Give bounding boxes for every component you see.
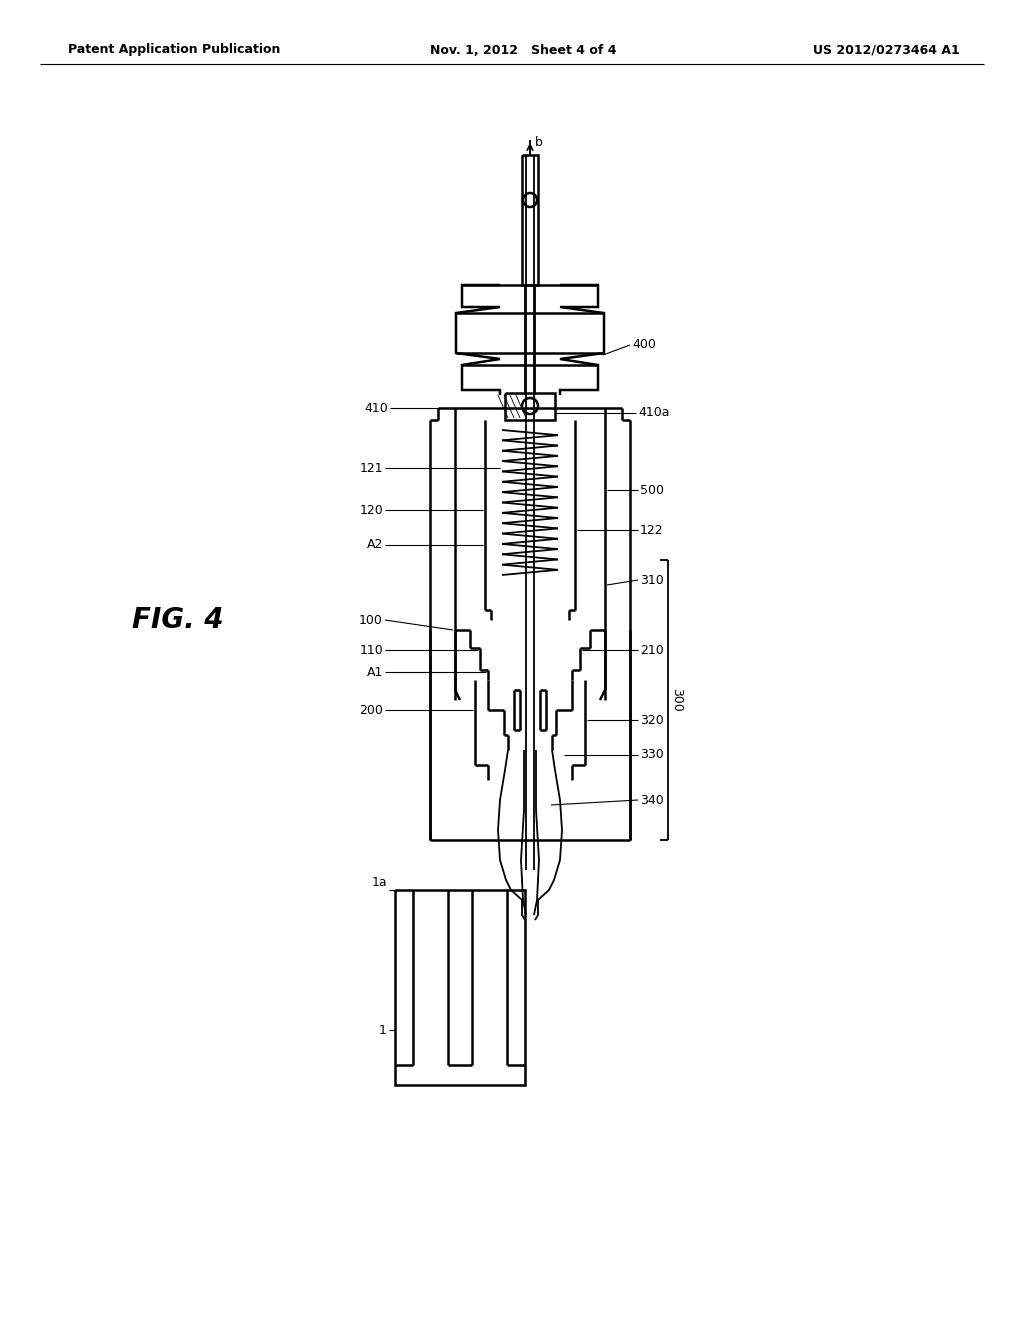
Text: A1: A1 (367, 665, 383, 678)
Text: Patent Application Publication: Patent Application Publication (68, 44, 281, 57)
Text: 400: 400 (632, 338, 656, 351)
Text: 110: 110 (359, 644, 383, 656)
Text: 500: 500 (640, 483, 664, 496)
Text: 330: 330 (640, 748, 664, 762)
Text: A2: A2 (367, 539, 383, 552)
Text: 122: 122 (640, 524, 664, 536)
Text: 340: 340 (640, 793, 664, 807)
Text: 120: 120 (359, 503, 383, 516)
Text: FIG. 4: FIG. 4 (132, 606, 224, 634)
Text: 200: 200 (359, 704, 383, 717)
Text: 100: 100 (359, 614, 383, 627)
Text: b: b (535, 136, 543, 149)
Text: 1a: 1a (372, 876, 387, 890)
Text: 410: 410 (365, 401, 388, 414)
Text: 310: 310 (640, 573, 664, 586)
Text: 320: 320 (640, 714, 664, 726)
Text: 300: 300 (670, 688, 683, 711)
Text: 121: 121 (359, 462, 383, 474)
Text: US 2012/0273464 A1: US 2012/0273464 A1 (813, 44, 961, 57)
Text: 410a: 410a (638, 407, 670, 420)
Text: Nov. 1, 2012   Sheet 4 of 4: Nov. 1, 2012 Sheet 4 of 4 (430, 44, 616, 57)
Text: 210: 210 (640, 644, 664, 656)
Text: 1: 1 (379, 1023, 387, 1036)
